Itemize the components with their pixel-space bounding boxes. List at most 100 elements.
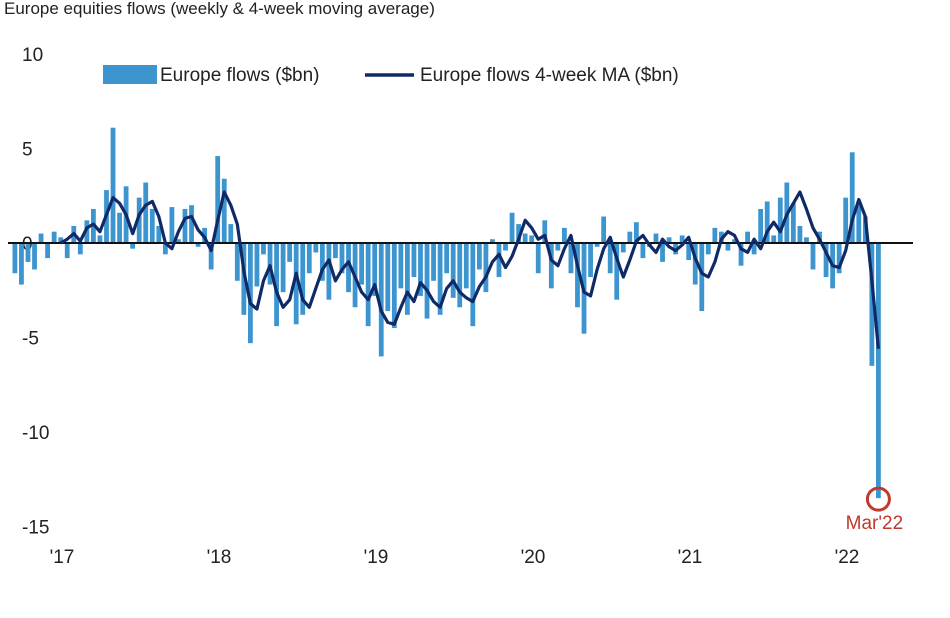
bar — [58, 237, 64, 243]
bar — [849, 152, 855, 243]
bar — [319, 243, 325, 281]
bar — [444, 243, 450, 274]
bar — [823, 243, 829, 278]
y-tick-label: -5 — [22, 329, 39, 350]
bar — [712, 227, 718, 243]
bar — [457, 243, 463, 308]
bar — [84, 220, 90, 243]
bar — [189, 205, 194, 243]
bar — [804, 237, 809, 243]
bar — [365, 243, 371, 327]
bar — [38, 233, 44, 243]
bar — [346, 243, 351, 293]
bar — [267, 243, 273, 285]
bar — [653, 233, 659, 243]
bar — [483, 243, 489, 293]
legend-swatch-bars — [103, 65, 157, 84]
bar — [810, 243, 816, 270]
bar-series — [12, 127, 881, 499]
bar — [562, 227, 567, 243]
bar — [588, 243, 593, 278]
bar — [575, 243, 580, 308]
bar — [758, 208, 764, 243]
bar — [496, 243, 502, 278]
annotation: Mar'22 — [846, 486, 903, 534]
bar — [280, 243, 286, 293]
bar — [542, 220, 548, 243]
bar — [378, 243, 384, 357]
bar — [666, 237, 672, 243]
bar — [503, 243, 508, 251]
bar — [843, 197, 849, 243]
bar — [620, 243, 626, 253]
bar — [306, 243, 312, 274]
bar — [110, 127, 116, 243]
legend: Europe flows ($bn) Europe flows 4-week M… — [103, 65, 679, 86]
bar — [234, 243, 240, 281]
chart-title: Europe equities flows (weekly & 4-week m… — [4, 0, 435, 18]
bar — [627, 231, 633, 243]
bar — [97, 235, 103, 243]
bar — [287, 243, 293, 262]
bar — [476, 243, 482, 270]
bar — [156, 225, 162, 243]
bar — [300, 243, 306, 315]
bar — [529, 235, 535, 243]
bar — [51, 231, 57, 243]
bar — [182, 208, 188, 243]
y-tick-label: -10 — [22, 423, 49, 444]
bar — [221, 178, 227, 243]
bar — [437, 243, 443, 315]
bar — [732, 239, 737, 243]
bar — [208, 243, 214, 270]
annotation-circle — [865, 486, 891, 512]
annotation-label: Mar'22 — [846, 513, 903, 534]
bar — [12, 243, 18, 274]
y-tick-label: 5 — [22, 140, 33, 161]
bar — [391, 243, 397, 329]
bar — [385, 243, 391, 312]
bar — [405, 243, 410, 315]
bar — [333, 243, 338, 259]
bar — [751, 243, 757, 255]
bar — [162, 243, 168, 255]
legend-label-line: Europe flows 4-week MA ($bn) — [420, 65, 679, 86]
x-tick-label: '20 — [521, 547, 546, 568]
bar — [143, 182, 149, 243]
bar — [535, 243, 541, 274]
bar — [398, 243, 404, 289]
x-tick-label: '17 — [50, 547, 75, 568]
bar — [215, 156, 221, 243]
x-tick-label: '21 — [678, 547, 703, 568]
bar — [25, 243, 31, 262]
bar — [692, 243, 698, 285]
bar — [130, 243, 136, 249]
bar — [313, 243, 319, 253]
x-tick-label: '18 — [207, 547, 232, 568]
bar — [261, 243, 266, 255]
bar — [601, 216, 607, 243]
bar — [509, 212, 515, 243]
bar — [725, 243, 731, 251]
bar — [326, 243, 332, 300]
bar — [450, 243, 456, 298]
bar — [411, 243, 417, 278]
bar — [548, 243, 554, 289]
bar — [32, 243, 37, 270]
bar — [640, 243, 646, 259]
bar — [594, 243, 600, 247]
bar — [876, 243, 881, 499]
bar — [764, 201, 770, 243]
bar — [418, 243, 423, 296]
y-tick-label: -15 — [22, 518, 49, 539]
bar — [699, 243, 705, 312]
y-tick-label: 10 — [22, 45, 43, 66]
bar — [607, 243, 613, 274]
bar — [359, 243, 365, 285]
bar — [274, 243, 279, 327]
bar — [633, 222, 639, 243]
bar — [117, 212, 122, 243]
bar — [228, 224, 234, 243]
bar — [679, 235, 685, 243]
